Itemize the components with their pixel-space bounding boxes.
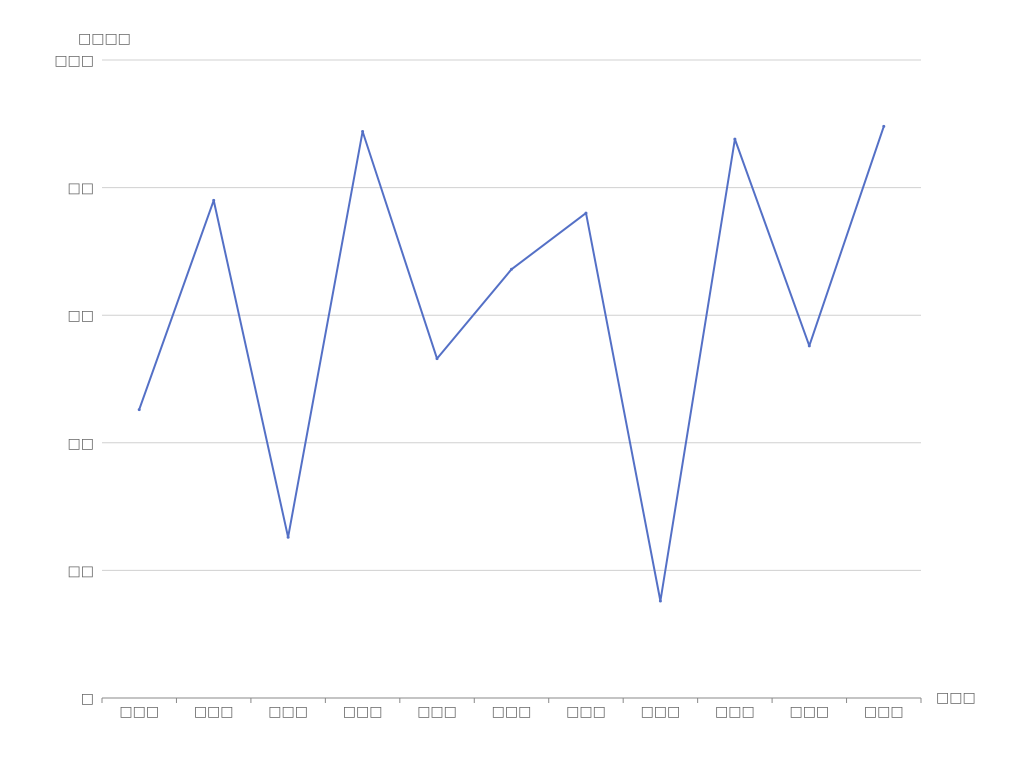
- x-tick-label: □□□: [119, 704, 159, 720]
- y-tick-label: □□: [68, 308, 94, 324]
- x-tick-label: □□□: [566, 704, 606, 720]
- series-line: [138, 126, 885, 602]
- data-point: [584, 211, 588, 215]
- y-tick-label: □□: [68, 563, 94, 579]
- y-tick-label: □□: [68, 436, 94, 452]
- x-tick-label: □□□: [343, 704, 383, 720]
- x-tick-label: □□□: [417, 704, 457, 720]
- x-tick-label: □□□: [194, 704, 234, 720]
- y-tick-label: □: [81, 691, 94, 707]
- data-point: [137, 408, 141, 412]
- y-axis-title: □□□□: [78, 31, 131, 47]
- data-point: [286, 535, 290, 539]
- data-point: [361, 129, 365, 133]
- data-point: [212, 198, 216, 202]
- data-point: [807, 344, 811, 348]
- data-point: [733, 137, 737, 141]
- data-point: [882, 124, 886, 128]
- x-tick-label: □□□: [641, 704, 681, 720]
- axes: □□□□□□□□□□□□□□□ □□□ □□□ □□□ □□□ □□□ □□□ □□□ □□□ □…: [54, 53, 922, 720]
- data-point: [435, 357, 439, 361]
- x-axis-title: □□□: [936, 690, 976, 706]
- x-tick-label: □□□: [715, 704, 755, 720]
- y-tick-label: □□: [68, 181, 94, 197]
- x-tick-label: □□□: [492, 704, 532, 720]
- series-layer: [137, 124, 886, 603]
- data-point: [658, 599, 662, 603]
- data-point: [510, 267, 513, 271]
- x-tick-label: □□□: [789, 704, 829, 720]
- x-tick-label: □□□: [268, 704, 308, 720]
- x-tick-label: □□□: [864, 704, 904, 720]
- y-tick-label: □□□: [54, 53, 94, 69]
